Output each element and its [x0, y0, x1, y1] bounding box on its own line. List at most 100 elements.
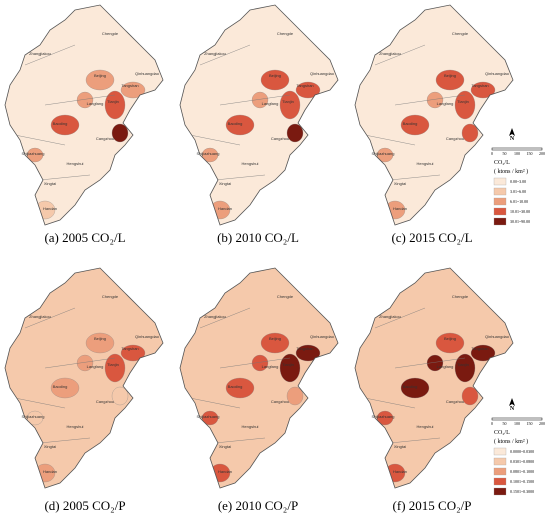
- boundary: [374, 44, 426, 66]
- panel-caption: (a) 2005 CO₂/L: [44, 230, 125, 245]
- region-outline: [4, 267, 164, 489]
- region-fill: [180, 268, 338, 488]
- district: [426, 354, 444, 372]
- legend-swatch: [493, 477, 507, 486]
- district: [251, 91, 269, 109]
- city-label: Baoding: [53, 384, 68, 389]
- district: [201, 147, 219, 163]
- district: [454, 90, 476, 120]
- city-label: Shijiazhuang: [197, 151, 220, 156]
- city-label: Langfang: [262, 101, 279, 106]
- district: [461, 386, 479, 406]
- legend-unit: ( ktons / km² ): [494, 438, 528, 445]
- city-label: Langfang: [437, 101, 454, 106]
- district: [461, 123, 479, 143]
- city-label: Hengshui: [242, 161, 259, 166]
- city-label: Xingtai: [219, 181, 231, 186]
- legend-swatch: [493, 467, 507, 476]
- region-outline: [179, 267, 339, 489]
- region-fill: [355, 268, 513, 488]
- legend-swatch: [493, 177, 507, 186]
- boundary: [44, 357, 116, 369]
- north-arrow: N: [510, 406, 515, 412]
- district: [260, 69, 290, 91]
- district: [470, 81, 496, 99]
- district: [225, 377, 255, 399]
- boundary: [189, 134, 241, 146]
- city-label: Chengde: [102, 31, 119, 36]
- city-label: Shijiazhuang: [22, 151, 45, 156]
- city-label: Beijing: [94, 336, 106, 341]
- district: [85, 69, 115, 91]
- map-panel: Chengde Zhangjiakou Beijing Tianjin Tangshan…: [354, 267, 514, 489]
- district: [426, 91, 444, 109]
- city-label: Tianjin: [107, 362, 119, 367]
- legend-swatch: [493, 217, 507, 226]
- boundary: [189, 397, 241, 409]
- city-label: Tianjin: [457, 362, 469, 367]
- scale-bar: [491, 417, 543, 421]
- district: [201, 410, 219, 426]
- legend-swatch: [493, 487, 507, 496]
- boundary: [364, 397, 416, 409]
- city-label: Tangshan: [471, 346, 488, 351]
- district: [435, 332, 465, 354]
- scale-label: 200: [539, 151, 545, 156]
- scale-label: 150: [527, 421, 533, 426]
- legend-swatch: [493, 187, 507, 196]
- city-label: Baoding: [403, 121, 418, 126]
- city-label: Handan: [393, 469, 407, 474]
- city-label: Zhangjiakou: [379, 314, 401, 319]
- legend-label: 0.00~3.00: [510, 179, 526, 184]
- boundary: [14, 134, 66, 146]
- district: [26, 410, 44, 426]
- city-label: Tangshan: [471, 83, 488, 88]
- region-fill: [5, 268, 163, 488]
- city-label: Tianjin: [457, 99, 469, 104]
- region-outline: [354, 267, 514, 489]
- city-label: Qinhuangdao: [485, 71, 510, 76]
- region-fill: [355, 5, 513, 225]
- boundary: [394, 94, 466, 106]
- district: [111, 123, 129, 143]
- north-arrow-icon: [509, 128, 515, 136]
- legend-swatch: [493, 457, 507, 466]
- district: [286, 123, 304, 143]
- district: [76, 91, 94, 109]
- city-label: Shijiazhuang: [372, 151, 395, 156]
- scale-label: 0: [491, 421, 493, 426]
- legend-label: 30.01~90.00: [510, 219, 530, 224]
- map-panel: Chengde Zhangjiakou Beijing Tianjin Tangshan…: [4, 267, 164, 489]
- map-panel: Chengde Zhangjiakou Beijing Tianjin Tangshan…: [179, 267, 339, 489]
- city-label: Zhangjiakou: [29, 51, 51, 56]
- city-label: Tangshan: [121, 83, 138, 88]
- city-label: Beijing: [444, 73, 456, 78]
- scale-bar: [491, 147, 543, 151]
- boundary: [374, 307, 426, 329]
- district: [286, 386, 304, 406]
- city-label: Cangzhou: [96, 399, 114, 404]
- city-label: Qinhuangdao: [135, 334, 160, 339]
- panel-caption: (e) 2010 CO₂/P: [218, 498, 298, 513]
- boundary: [39, 174, 91, 181]
- boundary: [214, 174, 266, 181]
- district: [435, 69, 465, 91]
- city-label: Chengde: [452, 31, 469, 36]
- boundary: [14, 397, 66, 409]
- panel-caption: (f) 2015 CO₂/P: [393, 498, 472, 513]
- panel-caption: (b) 2010 CO₂/L: [217, 230, 299, 245]
- panel-caption: (c) 2015 CO₂/L: [391, 230, 472, 245]
- city-label: Xingtai: [44, 181, 56, 186]
- district: [26, 147, 44, 163]
- city-label: Qinhuangdao: [135, 71, 160, 76]
- city-label: Qinhuangdao: [310, 71, 335, 76]
- district: [400, 377, 430, 399]
- city-label: Handan: [218, 206, 232, 211]
- city-label: Cangzhou: [446, 399, 464, 404]
- district: [376, 147, 394, 163]
- city-label: Langfang: [87, 364, 104, 369]
- city-label: Handan: [218, 469, 232, 474]
- district: [50, 114, 80, 136]
- city-label: Tangshan: [296, 346, 313, 351]
- district: [251, 354, 269, 372]
